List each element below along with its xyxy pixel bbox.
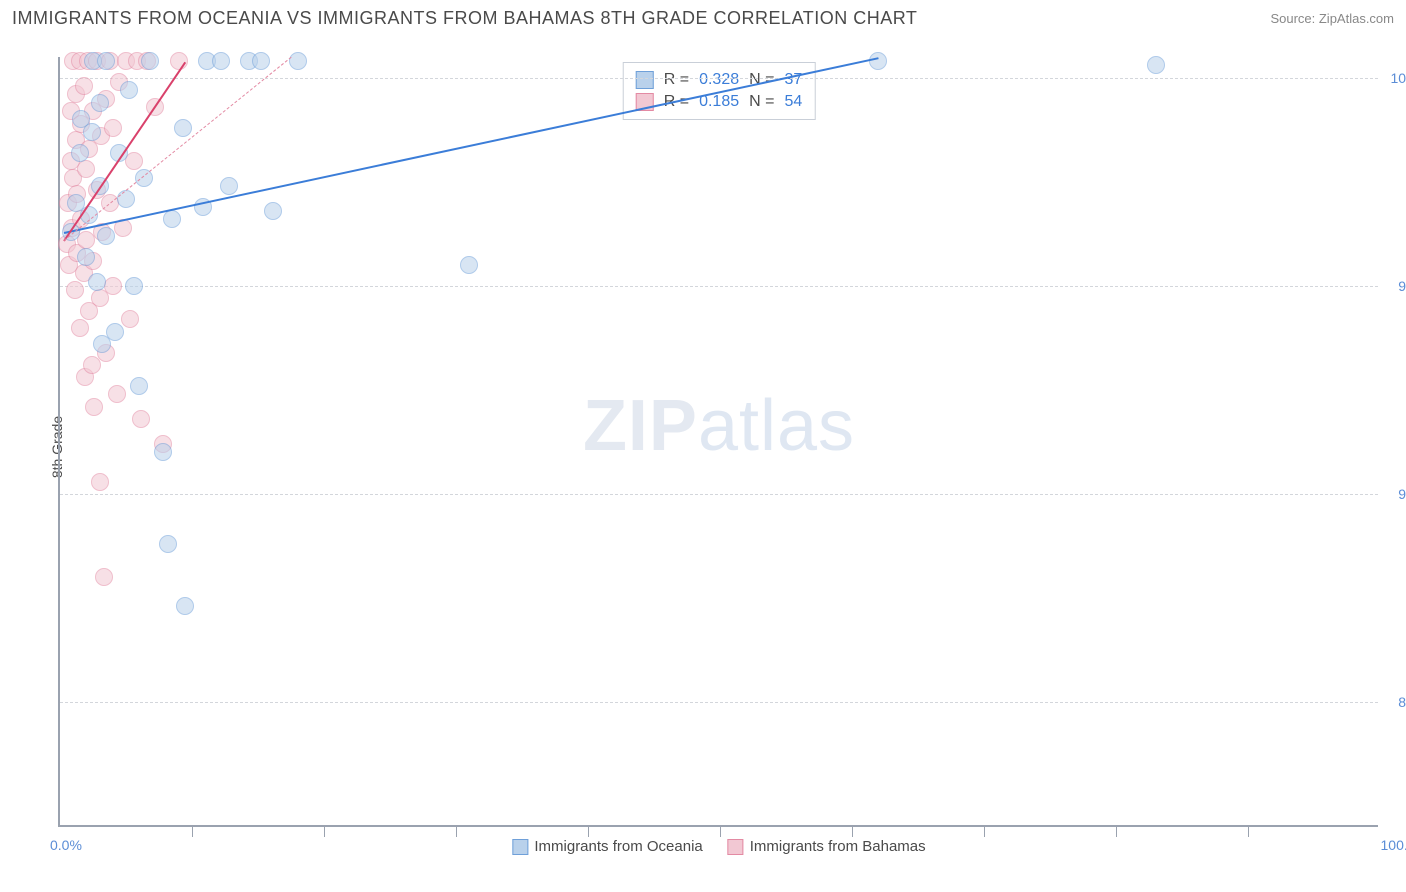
legend-label-bahamas: Immigrants from Bahamas: [750, 838, 926, 855]
source-name: ZipAtlas.com: [1319, 11, 1394, 26]
n-value-bahamas: 54: [784, 93, 802, 111]
x-axis-min-label: 0.0%: [50, 837, 82, 853]
scatter-point-oceania: [106, 323, 124, 341]
scatter-point-oceania: [460, 256, 478, 274]
scatter-point-oceania: [1147, 56, 1165, 74]
x-tick: [852, 827, 853, 837]
y-tick-label: 100.0%: [1391, 70, 1406, 86]
scatter-point-oceania: [88, 273, 106, 291]
stats-row-bahamas: R = 0.185 N = 54: [636, 91, 803, 113]
r-value-oceania: 0.328: [699, 71, 739, 89]
watermark-zip: ZIP: [583, 386, 698, 466]
y-tick-label: 90.0%: [1398, 486, 1406, 502]
scatter-point-oceania: [97, 227, 115, 245]
scatter-point-oceania: [130, 377, 148, 395]
scatter-point-bahamas: [75, 77, 93, 95]
scatter-point-oceania: [77, 248, 95, 266]
legend-swatch-oceania: [512, 839, 528, 855]
gridline-horizontal: [60, 78, 1378, 79]
gridline-horizontal: [60, 494, 1378, 495]
header-bar: IMMIGRANTS FROM OCEANIA VS IMMIGRANTS FR…: [0, 0, 1406, 37]
scatter-point-oceania: [154, 443, 172, 461]
scatter-point-oceania: [141, 52, 159, 70]
y-tick-label: 85.0%: [1398, 694, 1406, 710]
n-label: N =: [749, 93, 774, 111]
x-tick: [984, 827, 985, 837]
scatter-point-bahamas: [104, 119, 122, 137]
x-tick: [1116, 827, 1117, 837]
x-tick: [324, 827, 325, 837]
scatter-point-oceania: [159, 535, 177, 553]
scatter-point-bahamas: [66, 281, 84, 299]
source-attribution: Source: ZipAtlas.com: [1270, 11, 1394, 26]
scatter-point-oceania: [163, 210, 181, 228]
scatter-point-oceania: [869, 52, 887, 70]
x-axis-max-label: 100.0%: [1381, 837, 1406, 853]
scatter-point-oceania: [174, 119, 192, 137]
scatter-point-oceania: [289, 52, 307, 70]
scatter-point-oceania: [71, 144, 89, 162]
r-label: R =: [664, 71, 689, 89]
x-tick: [192, 827, 193, 837]
scatter-point-bahamas: [71, 319, 89, 337]
legend-label-oceania: Immigrants from Oceania: [534, 838, 702, 855]
gridline-horizontal: [60, 702, 1378, 703]
watermark-atlas: atlas: [698, 386, 855, 466]
scatter-point-oceania: [125, 277, 143, 295]
y-tick-label: 95.0%: [1398, 278, 1406, 294]
trendline-oceania: [64, 57, 879, 234]
scatter-point-oceania: [97, 52, 115, 70]
scatter-point-bahamas: [121, 310, 139, 328]
chart-title: IMMIGRANTS FROM OCEANIA VS IMMIGRANTS FR…: [12, 8, 917, 29]
scatter-point-bahamas: [132, 410, 150, 428]
gridline-horizontal: [60, 286, 1378, 287]
scatter-point-oceania: [176, 597, 194, 615]
scatter-point-oceania: [252, 52, 270, 70]
scatter-point-bahamas: [83, 356, 101, 374]
x-tick: [456, 827, 457, 837]
scatter-point-oceania: [120, 81, 138, 99]
scatter-point-oceania: [264, 202, 282, 220]
legend-swatch-bahamas: [728, 839, 744, 855]
legend-item-oceania: Immigrants from Oceania: [512, 838, 702, 855]
x-tick: [720, 827, 721, 837]
scatter-point-oceania: [91, 94, 109, 112]
chart-container: 8th Grade ZIPatlas 0.0% 100.0% R = 0.328…: [8, 37, 1398, 857]
bottom-legend: Immigrants from Oceania Immigrants from …: [512, 838, 925, 855]
scatter-point-oceania: [212, 52, 230, 70]
scatter-point-bahamas: [108, 385, 126, 403]
scatter-point-oceania: [117, 190, 135, 208]
stats-swatch-oceania: [636, 71, 654, 89]
scatter-point-bahamas: [85, 398, 103, 416]
scatter-point-oceania: [83, 123, 101, 141]
x-tick: [588, 827, 589, 837]
plot-area: ZIPatlas 0.0% 100.0% R = 0.328 N = 37 R …: [58, 57, 1378, 827]
scatter-point-bahamas: [95, 568, 113, 586]
scatter-point-bahamas: [77, 160, 95, 178]
x-tick: [1248, 827, 1249, 837]
scatter-point-bahamas: [104, 277, 122, 295]
watermark: ZIPatlas: [583, 385, 855, 467]
scatter-point-bahamas: [91, 473, 109, 491]
scatter-point-oceania: [220, 177, 238, 195]
legend-item-bahamas: Immigrants from Bahamas: [728, 838, 926, 855]
source-prefix: Source:: [1270, 11, 1318, 26]
scatter-point-oceania: [135, 169, 153, 187]
